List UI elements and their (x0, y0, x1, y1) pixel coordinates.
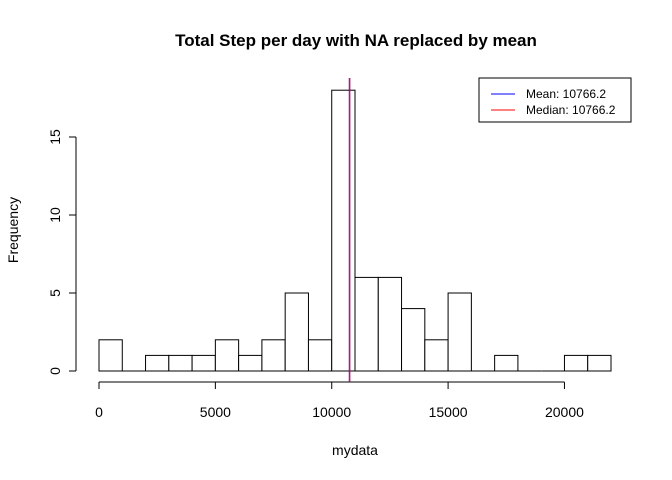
x-tick-label: 5000 (200, 404, 231, 420)
bars-group (98, 89, 612, 372)
histogram-bar (424, 339, 449, 372)
y-axis-label: Frequency (5, 197, 21, 263)
x-tick-label: 10000 (312, 404, 351, 420)
x-tick-label: 15000 (429, 404, 468, 420)
y-tick-label: 15 (47, 129, 63, 145)
legend: Mean: 10766.2 Median: 10766.2 (478, 77, 632, 123)
histogram-bar (307, 339, 333, 372)
histogram-bar (238, 354, 263, 372)
y-tick-label: 10 (47, 207, 63, 223)
legend-box (478, 77, 632, 123)
chart-title: Total Step per day with NA replaced by m… (175, 31, 537, 50)
histogram-bar (401, 308, 426, 372)
histogram-bar (447, 292, 472, 372)
histogram-bar (494, 354, 519, 372)
histogram-bar (331, 89, 356, 372)
histogram-bar (98, 339, 123, 372)
histogram-bar (145, 354, 170, 372)
y-axis: 0 5 10 15 (47, 129, 77, 375)
histogram-bar (354, 276, 379, 372)
histogram-bar (563, 354, 589, 372)
x-tick-label: 20000 (545, 404, 584, 420)
x-axis-label: mydata (332, 442, 378, 458)
histogram-bar (377, 276, 403, 372)
histogram-bar (284, 292, 309, 372)
y-tick-label: 5 (47, 289, 63, 297)
y-tick-label: 0 (47, 367, 63, 375)
x-tick-label: 0 (95, 404, 103, 420)
histogram-bar (168, 354, 193, 372)
legend-label-median: Median: 10766.2 (526, 103, 616, 117)
legend-label-mean: Mean: 10766.2 (526, 87, 606, 101)
histogram-bar (587, 354, 612, 372)
histogram-bar (191, 354, 216, 372)
x-axis: 0 5000 10000 15000 20000 (95, 381, 584, 420)
histogram-bar (214, 339, 240, 372)
histogram-bar (261, 339, 286, 372)
